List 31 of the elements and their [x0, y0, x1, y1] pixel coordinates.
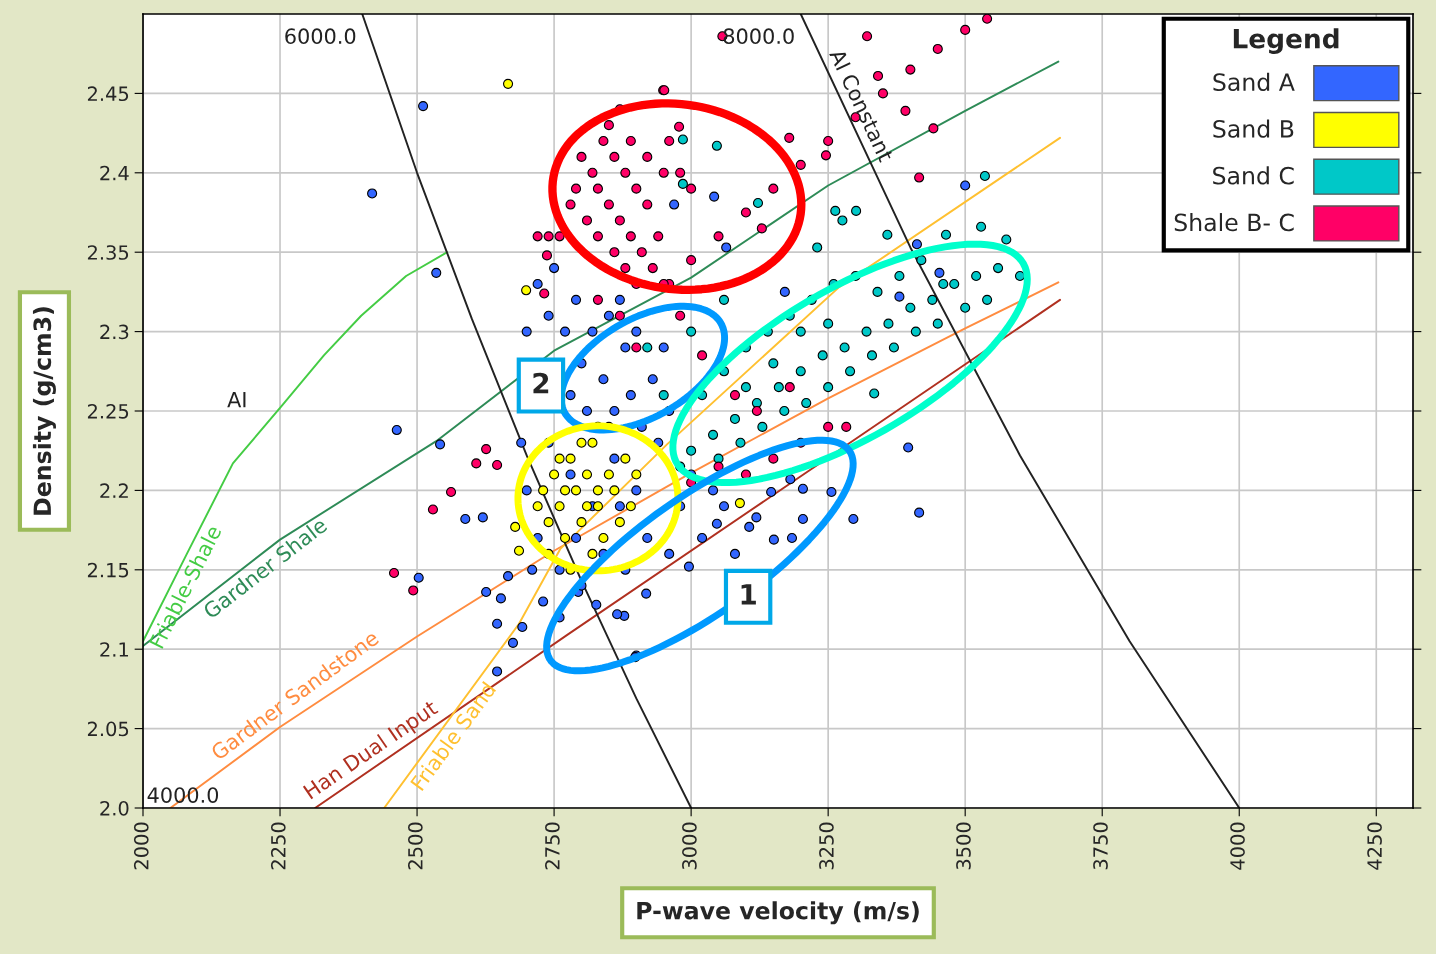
x-tick-label: 3250 — [819, 822, 834, 870]
x-tick-label: 4250 — [1367, 822, 1382, 870]
legend-label: Shale B- C — [1174, 213, 1294, 232]
y-tick-label: 2.4 — [100, 165, 129, 181]
legend-title: Legend — [1233, 28, 1339, 54]
legend-label: Sand C — [1213, 166, 1294, 185]
y-tick-label: 2.15 — [87, 562, 129, 578]
y-tick-label: 2.25 — [87, 403, 129, 419]
y-tick-label: 2.1 — [100, 642, 129, 657]
x-tick-label: 2250 — [270, 822, 286, 870]
annotation: 1 — [741, 584, 756, 605]
x-tick-label: 2000 — [133, 822, 149, 870]
x-axis-title: P-wave velocity (m/s) — [637, 901, 919, 925]
series-label: 6000.0 — [285, 28, 356, 45]
y-tick-label: 2.45 — [87, 86, 129, 102]
y-tick-label: 2.0 — [100, 800, 129, 816]
x-tick-label: 4000 — [1230, 822, 1245, 870]
x-tick-label: 3000 — [682, 822, 697, 870]
y-tick-label: 2.35 — [87, 245, 129, 260]
x-tick-label: 2750 — [545, 822, 560, 870]
x-tick-label: 3500 — [956, 822, 971, 870]
legend-label: Sand A — [1213, 72, 1295, 92]
annotation: AI — [227, 392, 246, 408]
annotation: 2 — [533, 372, 549, 394]
y-tick-label: 2.3 — [100, 324, 129, 340]
y-tick-label: 2.05 — [87, 721, 129, 737]
x-tick-label: 2500 — [408, 822, 423, 870]
y-tick-label: 2.2 — [100, 483, 128, 498]
y-axis-title: Density (g/cm3) — [32, 307, 56, 515]
legend-label: Sand B — [1213, 119, 1294, 138]
x-tick-label: 3750 — [1093, 822, 1108, 870]
